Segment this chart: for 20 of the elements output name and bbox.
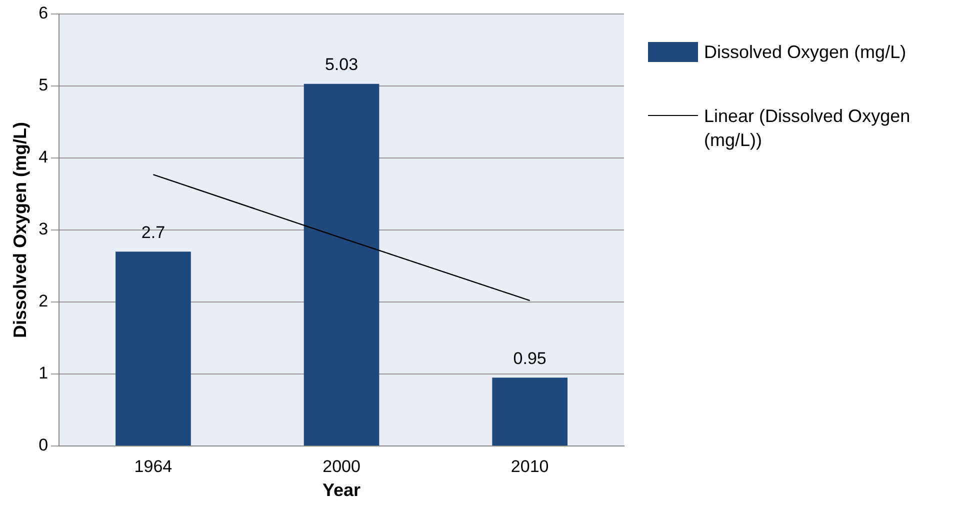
x-axis-title: Year — [322, 480, 361, 500]
data-label: 0.95 — [513, 348, 546, 368]
y-tick-label: 2 — [38, 292, 48, 311]
x-tick-label: 2010 — [510, 456, 549, 476]
data-label: 5.03 — [324, 55, 358, 74]
y-axis-title: Dissolved Oxygen (mg/L) — [10, 122, 30, 338]
y-tick-label: 5 — [38, 76, 48, 95]
x-tick-label: 1964 — [134, 456, 172, 476]
data-label: 2.7 — [141, 222, 166, 242]
legend-label: Linear (Dissolved Oxygen (mg/L)) — [704, 105, 912, 152]
x-tick-label: 2000 — [322, 456, 360, 476]
y-tick-label: 4 — [38, 148, 48, 167]
y-tick-label: 6 — [38, 4, 48, 23]
bar — [304, 84, 380, 446]
bar — [116, 252, 191, 446]
y-tick-label: 3 — [38, 220, 48, 239]
y-tick-label: 0 — [38, 436, 48, 455]
legend-label: Dissolved Oxygen (mg/L) — [704, 41, 906, 64]
bar — [492, 378, 568, 446]
y-tick-label: 1 — [38, 364, 48, 383]
